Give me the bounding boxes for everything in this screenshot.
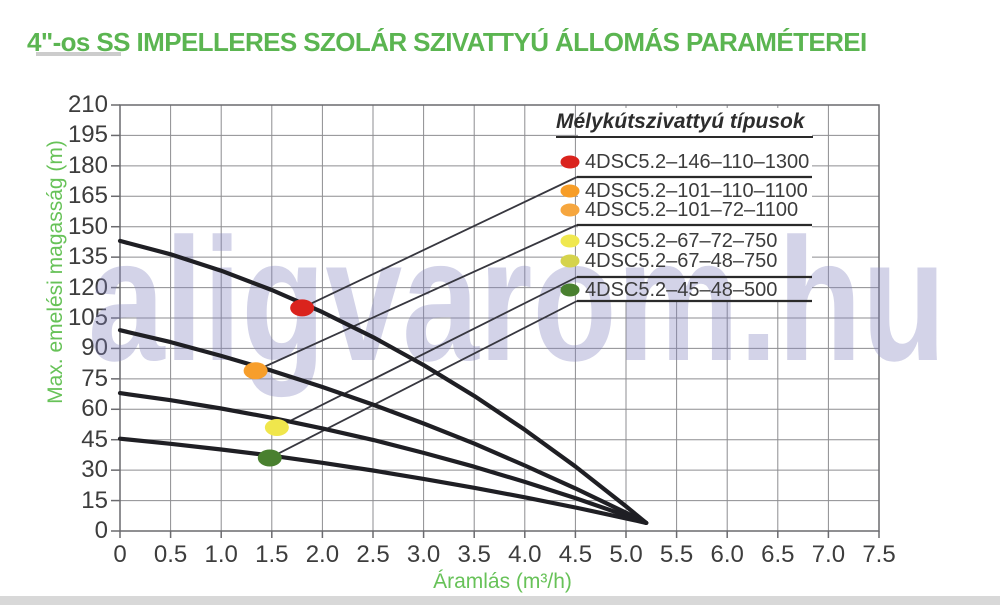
y-tick-label: 30	[81, 456, 108, 484]
x-tick-label: 2.0	[305, 541, 340, 568]
x-tick-label: 0	[113, 541, 127, 568]
y-tick-label: 135	[67, 243, 108, 271]
x-tick-label: 5.0	[609, 541, 643, 568]
x-tick-label: 3.0	[406, 541, 441, 568]
x-tick-label: 7.5	[862, 541, 896, 568]
y-tick-label: 180	[67, 151, 108, 179]
x-tick-label: 6.5	[761, 541, 795, 568]
y-tick-label: 90	[81, 334, 108, 362]
x-tick-label: 0.5	[153, 541, 188, 568]
x-tick-label: 7.0	[811, 541, 846, 568]
y-tick-label: 210	[67, 91, 108, 118]
bottom-band	[0, 596, 1000, 605]
page-title: 4"-os SS IMPELLERES SZOLÁR SZIVATTYÚ ÁLL…	[27, 27, 867, 58]
y-tick-label: 45	[81, 425, 108, 453]
x-tick-label: 1.5	[255, 541, 289, 568]
y-tick-label: 165	[67, 182, 108, 210]
title-rule	[36, 52, 121, 56]
y-tick-label: 150	[67, 212, 108, 240]
y-tick-label: 120	[67, 273, 108, 301]
x-tick-label: 1.0	[204, 541, 238, 568]
x-tick-label: 5.5	[659, 541, 694, 568]
y-tick-label: 105	[67, 304, 108, 331]
x-tick-label: 3.5	[457, 541, 491, 568]
x-tick-label: 2.5	[356, 541, 390, 568]
x-tick-label: 6.0	[710, 541, 744, 568]
x-tick-label: 4.5	[558, 541, 593, 568]
y-tick-label: 60	[81, 395, 108, 423]
y-tick-label: 195	[67, 121, 108, 149]
x-axis-label: Áramlás (m³/h)	[433, 570, 572, 593]
y-tick-label: 75	[81, 364, 108, 392]
y-tick-label: 15	[81, 486, 108, 514]
y-tick-label: 0	[94, 517, 108, 544]
x-tick-label: 4.0	[508, 541, 542, 568]
